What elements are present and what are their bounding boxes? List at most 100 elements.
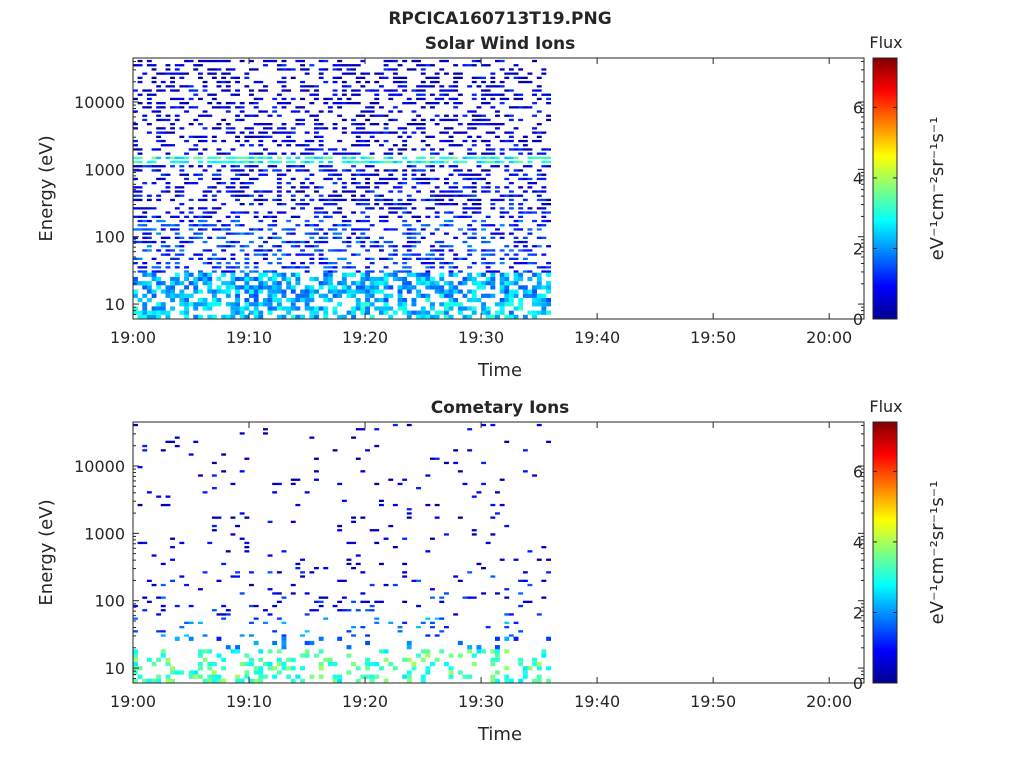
heatmap-cell xyxy=(174,190,180,193)
heatmap-cell xyxy=(504,298,510,303)
heatmap-cell xyxy=(174,436,180,439)
heatmap-cell xyxy=(341,131,347,134)
colorbar xyxy=(872,57,898,320)
heatmap-cell xyxy=(309,257,315,260)
heatmap-cell xyxy=(207,160,213,164)
heatmap-cell xyxy=(425,215,431,218)
heatmap-cell xyxy=(411,228,417,231)
heatmap-cell xyxy=(420,80,426,84)
heatmap-cell xyxy=(267,588,273,591)
heatmap-cell xyxy=(374,131,380,134)
heatmap-cell xyxy=(513,253,519,256)
heatmap-cell xyxy=(369,207,375,210)
heatmap-cell xyxy=(411,198,417,202)
heatmap-cell xyxy=(513,621,519,624)
heatmap-cell xyxy=(290,186,296,189)
heatmap-cell xyxy=(188,198,194,202)
heatmap-cell xyxy=(406,253,412,256)
heatmap-cell xyxy=(216,245,222,248)
heatmap-cell xyxy=(332,662,338,667)
heatmap-cell xyxy=(341,148,347,151)
heatmap-cell xyxy=(471,289,477,294)
heatmap-cell xyxy=(411,253,417,256)
heatmap-cell xyxy=(179,85,185,88)
heatmap-cell xyxy=(365,298,370,303)
heatmap-cell xyxy=(341,80,347,84)
heatmap-cell xyxy=(495,270,500,273)
heatmap-cell xyxy=(337,224,343,227)
heatmap-cell xyxy=(184,215,189,218)
heatmap-cell xyxy=(160,630,166,633)
heatmap-cell xyxy=(314,127,319,130)
heatmap-cell xyxy=(207,165,213,168)
heatmap-cell xyxy=(304,203,310,206)
heatmap-cell xyxy=(448,314,454,319)
heatmap-cell xyxy=(239,182,245,185)
heatmap-cell xyxy=(318,127,324,130)
heatmap-cell xyxy=(216,257,222,260)
heatmap-cell xyxy=(425,670,431,675)
heatmap-cell xyxy=(188,89,194,92)
heatmap-cell xyxy=(133,110,138,113)
heatmap-cell xyxy=(527,289,533,294)
heatmap-cell xyxy=(174,257,180,260)
heatmap-cell xyxy=(416,156,421,159)
heatmap-cell xyxy=(508,281,514,286)
heatmap-cell xyxy=(444,59,449,63)
heatmap-cell xyxy=(508,232,514,235)
heatmap-cell xyxy=(146,314,152,319)
heatmap-cell xyxy=(276,198,282,202)
heatmap-cell xyxy=(137,59,143,63)
heatmap-cell xyxy=(532,662,537,667)
heatmap-cell xyxy=(193,182,199,185)
heatmap-cell xyxy=(420,657,426,662)
heatmap-cell xyxy=(174,156,180,159)
heatmap-cell xyxy=(300,571,305,574)
heatmap-cell xyxy=(202,262,208,265)
heatmap-cell xyxy=(434,240,440,244)
heatmap-cell xyxy=(546,289,551,294)
heatmap-cell xyxy=(295,293,301,298)
heatmap-cell xyxy=(541,131,547,134)
heatmap-cell xyxy=(402,182,408,185)
heatmap-cell xyxy=(286,169,292,172)
heatmap-cell xyxy=(225,102,231,105)
heatmap-cell xyxy=(151,276,157,282)
heatmap-cell xyxy=(504,211,510,214)
heatmap-cell xyxy=(230,302,236,307)
heatmap-cell xyxy=(156,302,162,307)
heatmap-cell xyxy=(184,110,189,113)
heatmap-cell xyxy=(406,289,412,294)
heatmap-cell xyxy=(434,114,440,117)
heatmap-cell xyxy=(355,298,361,303)
heatmap-cell xyxy=(332,293,338,298)
heatmap-cell xyxy=(351,634,356,637)
heatmap-cell xyxy=(402,600,408,603)
heatmap-cell xyxy=(211,72,217,75)
heatmap-cell xyxy=(499,97,505,101)
heatmap-cell xyxy=(388,245,394,248)
heatmap-cell xyxy=(406,232,412,235)
heatmap-cell xyxy=(360,123,366,126)
heatmap-cell xyxy=(249,165,254,168)
heatmap-cell xyxy=(374,182,380,185)
heatmap-cell xyxy=(420,139,426,143)
heatmap-cell xyxy=(522,135,528,138)
heatmap-cell xyxy=(323,203,329,206)
heatmap-cell xyxy=(142,310,148,315)
heatmap-cell xyxy=(304,148,310,151)
heatmap-cell xyxy=(179,245,185,248)
heatmap-cell xyxy=(235,232,240,235)
heatmap-cell xyxy=(202,249,208,252)
heatmap-cell xyxy=(202,281,208,286)
heatmap-cell xyxy=(379,236,384,239)
heatmap-cell xyxy=(341,281,347,286)
heatmap-cell xyxy=(351,68,356,71)
heatmap-cell xyxy=(411,302,417,307)
heatmap-cell xyxy=(536,678,542,683)
x-tick-label: 19:20 xyxy=(342,692,388,711)
heatmap-cell xyxy=(416,160,421,164)
heatmap-cell xyxy=(230,160,236,164)
heatmap-cell xyxy=(481,253,486,256)
heatmap-cell xyxy=(355,173,361,176)
